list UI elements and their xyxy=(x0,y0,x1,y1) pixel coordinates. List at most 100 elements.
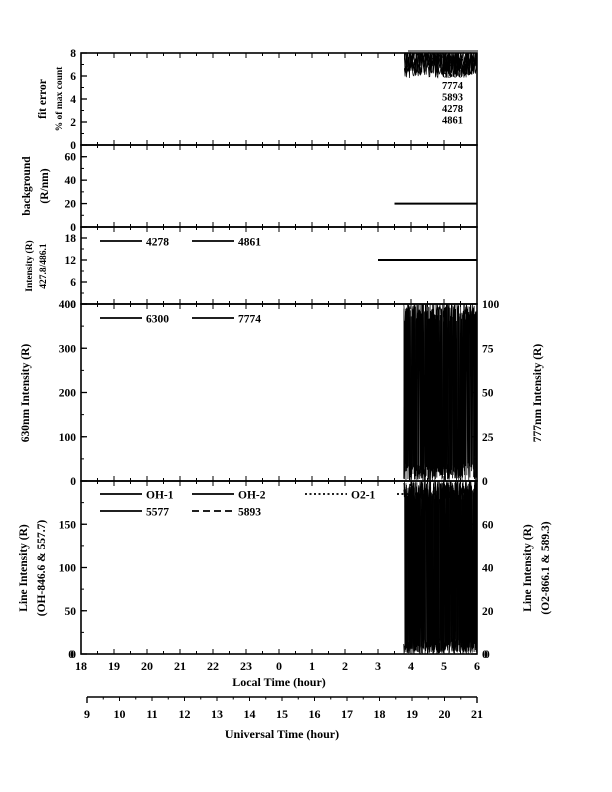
panel-y-tick-labels: 0 6 12 18 xyxy=(65,233,77,311)
y-tick-label: 200 xyxy=(59,388,77,400)
y-tick-label: 25 xyxy=(482,432,494,444)
panel5-ylabel-left-main: Line Intensity (R) xyxy=(18,524,30,612)
ut-tick-label: 21 xyxy=(471,707,483,721)
y-tick-label: 75 xyxy=(482,343,494,355)
ut-tick-label: 18 xyxy=(374,707,386,721)
panel-y-tick-labels: 0 2 4 6 8 xyxy=(70,48,76,152)
legend-label: 4861 xyxy=(238,237,261,249)
ut-tick-label: 17 xyxy=(341,707,353,721)
universal-time-axis-label: Universal Time (hour) xyxy=(225,727,339,741)
y-tick-label: 0 xyxy=(70,222,76,234)
panel-y-tick-labels: 0 20 40 60 xyxy=(65,152,77,234)
y-tick-label: 0 xyxy=(482,476,488,488)
local-time-tick-label: 20 xyxy=(141,659,153,673)
panel-y-ticks-left xyxy=(81,480,87,655)
legend-label: 5577 xyxy=(146,507,169,519)
panel5-ylabel-right-sub: (O2-866.1 & 589.3) xyxy=(540,521,552,614)
panel4-ylabel-left: 630nm Intensity (R) xyxy=(20,344,32,443)
y-tick-label: 2 xyxy=(70,117,76,129)
y-tick-label: 60 xyxy=(482,519,494,531)
fit-error-ylabel-sub: % of max count xyxy=(55,66,65,131)
local-time-tick-label: 22 xyxy=(207,659,219,673)
y-tick-label: 6 xyxy=(70,71,76,83)
y-tick-label: 4 xyxy=(70,94,76,106)
panel-y-tick-labels-left: 0 50 100 150 xyxy=(59,519,77,661)
y-tick-label: 400 xyxy=(59,299,77,311)
local-time-tick-labels: 18 19 20 21 22 23 0 1 2 3 4 5 60 0 xyxy=(68,649,490,673)
local-time-tick-label: 23 xyxy=(240,659,252,673)
y-tick-label: 40 xyxy=(482,563,494,575)
y-tick-label: 12 xyxy=(65,255,77,267)
line-intensity-data xyxy=(403,479,478,655)
ut-tick-label: 19 xyxy=(406,707,418,721)
local-time-tick-label: 4 xyxy=(408,659,414,673)
panel4-legend: 6300 7774 xyxy=(100,314,261,326)
fit-error-series-label: 4278 xyxy=(442,104,463,115)
panel4-ylabel-right: 777nm Intensity (R) xyxy=(532,344,544,443)
y-tick-label: 6 xyxy=(70,277,76,289)
y-tick-label: 50 xyxy=(65,606,77,618)
local-time-tick-label: 5 xyxy=(441,659,447,673)
intensity-ylabel-sub: 427.8/486.1 xyxy=(39,243,49,289)
y-tick-label: 20 xyxy=(482,606,494,618)
ut-tick-label: 15 xyxy=(276,707,288,721)
ut-ticks xyxy=(86,697,478,701)
panel-y-tick-labels-right: 0 20 40 60 xyxy=(482,519,494,661)
y-tick-label: 150 xyxy=(59,519,77,531)
ut-tick-labels: 9 10 11 12 13 14 15 16 17 18 19 20 21 xyxy=(84,707,483,721)
y-tick-label: 20 xyxy=(65,199,77,211)
local-time-tick-label: 0 xyxy=(276,659,282,673)
y-tick-label: 0 xyxy=(70,299,76,311)
panel-x-ticks xyxy=(80,53,478,145)
intensity-630-777-data xyxy=(403,303,478,482)
y-tick-label: 300 xyxy=(59,343,77,355)
legend-label: OH-1 xyxy=(146,490,174,502)
zero-right: 0 xyxy=(484,649,490,661)
local-time-tick-label: 19 xyxy=(108,659,120,673)
panel3-legend: 4278 4861 xyxy=(100,237,261,249)
y-tick-label: 100 xyxy=(59,563,77,575)
legend-label: 4278 xyxy=(146,237,169,249)
fit-error-data xyxy=(404,51,478,79)
y-tick-label: 50 xyxy=(482,388,494,400)
local-time-tick-label: 1 xyxy=(309,659,315,673)
fit-error-series-label: 4861 xyxy=(442,116,463,127)
fit-error-ylabel-main: fit error xyxy=(37,79,49,119)
y-tick-label: 60 xyxy=(65,152,77,164)
ut-tick-label: 20 xyxy=(439,707,451,721)
ut-tick-label: 13 xyxy=(211,707,223,721)
ut-tick-label: 9 xyxy=(84,707,90,721)
panel-y-tick-labels-left: 0 100 200 300 400 xyxy=(59,299,77,488)
intensity-ylabel-main: Intensity (R) xyxy=(24,240,35,291)
fit-error-series-label: 5577 xyxy=(442,58,463,69)
fit-error-series-label: 5893 xyxy=(442,93,463,104)
y-tick-label: 100 xyxy=(59,432,77,444)
y-tick-label: 0 xyxy=(482,649,488,661)
ut-tick-label: 14 xyxy=(244,707,256,721)
y-tick-label: 100 xyxy=(482,299,500,311)
ut-tick-label: 12 xyxy=(179,707,191,721)
legend-label: O2-1 xyxy=(351,490,376,502)
local-time-tick-label: 6 xyxy=(474,659,480,673)
panel-intensity-630-777: 0 100 200 300 400 0 25 50 75 100 630nm Intensity… xyxy=(20,299,544,488)
legend-label: 5893 xyxy=(238,507,261,519)
legend-label: OH-2 xyxy=(238,490,266,502)
legend-label: 7774 xyxy=(238,314,261,326)
panel-y-tick-labels-right: 0 25 50 75 100 xyxy=(482,299,500,488)
y-tick-label: 0 xyxy=(70,649,76,661)
zero-left: 0 xyxy=(68,649,74,661)
y-tick-label: 8 xyxy=(70,48,76,60)
ut-tick-label: 11 xyxy=(146,707,157,721)
ut-tick-label: 10 xyxy=(114,707,126,721)
universal-time-axis: 9 10 11 12 13 14 15 16 17 18 19 20 21 Universal Time… xyxy=(84,696,483,741)
panel-y-ticks xyxy=(81,52,87,146)
y-tick-label: 40 xyxy=(65,175,77,187)
y-tick-label: 0 xyxy=(70,476,76,488)
fit-error-series-label: 6300 xyxy=(442,70,463,81)
panel-line-intensity: 0 50 100 150 0 20 40 60 Line Intensity (R) (OH… xyxy=(18,479,552,661)
y-tick-label: 18 xyxy=(65,233,77,245)
local-time-tick-label: 21 xyxy=(174,659,186,673)
